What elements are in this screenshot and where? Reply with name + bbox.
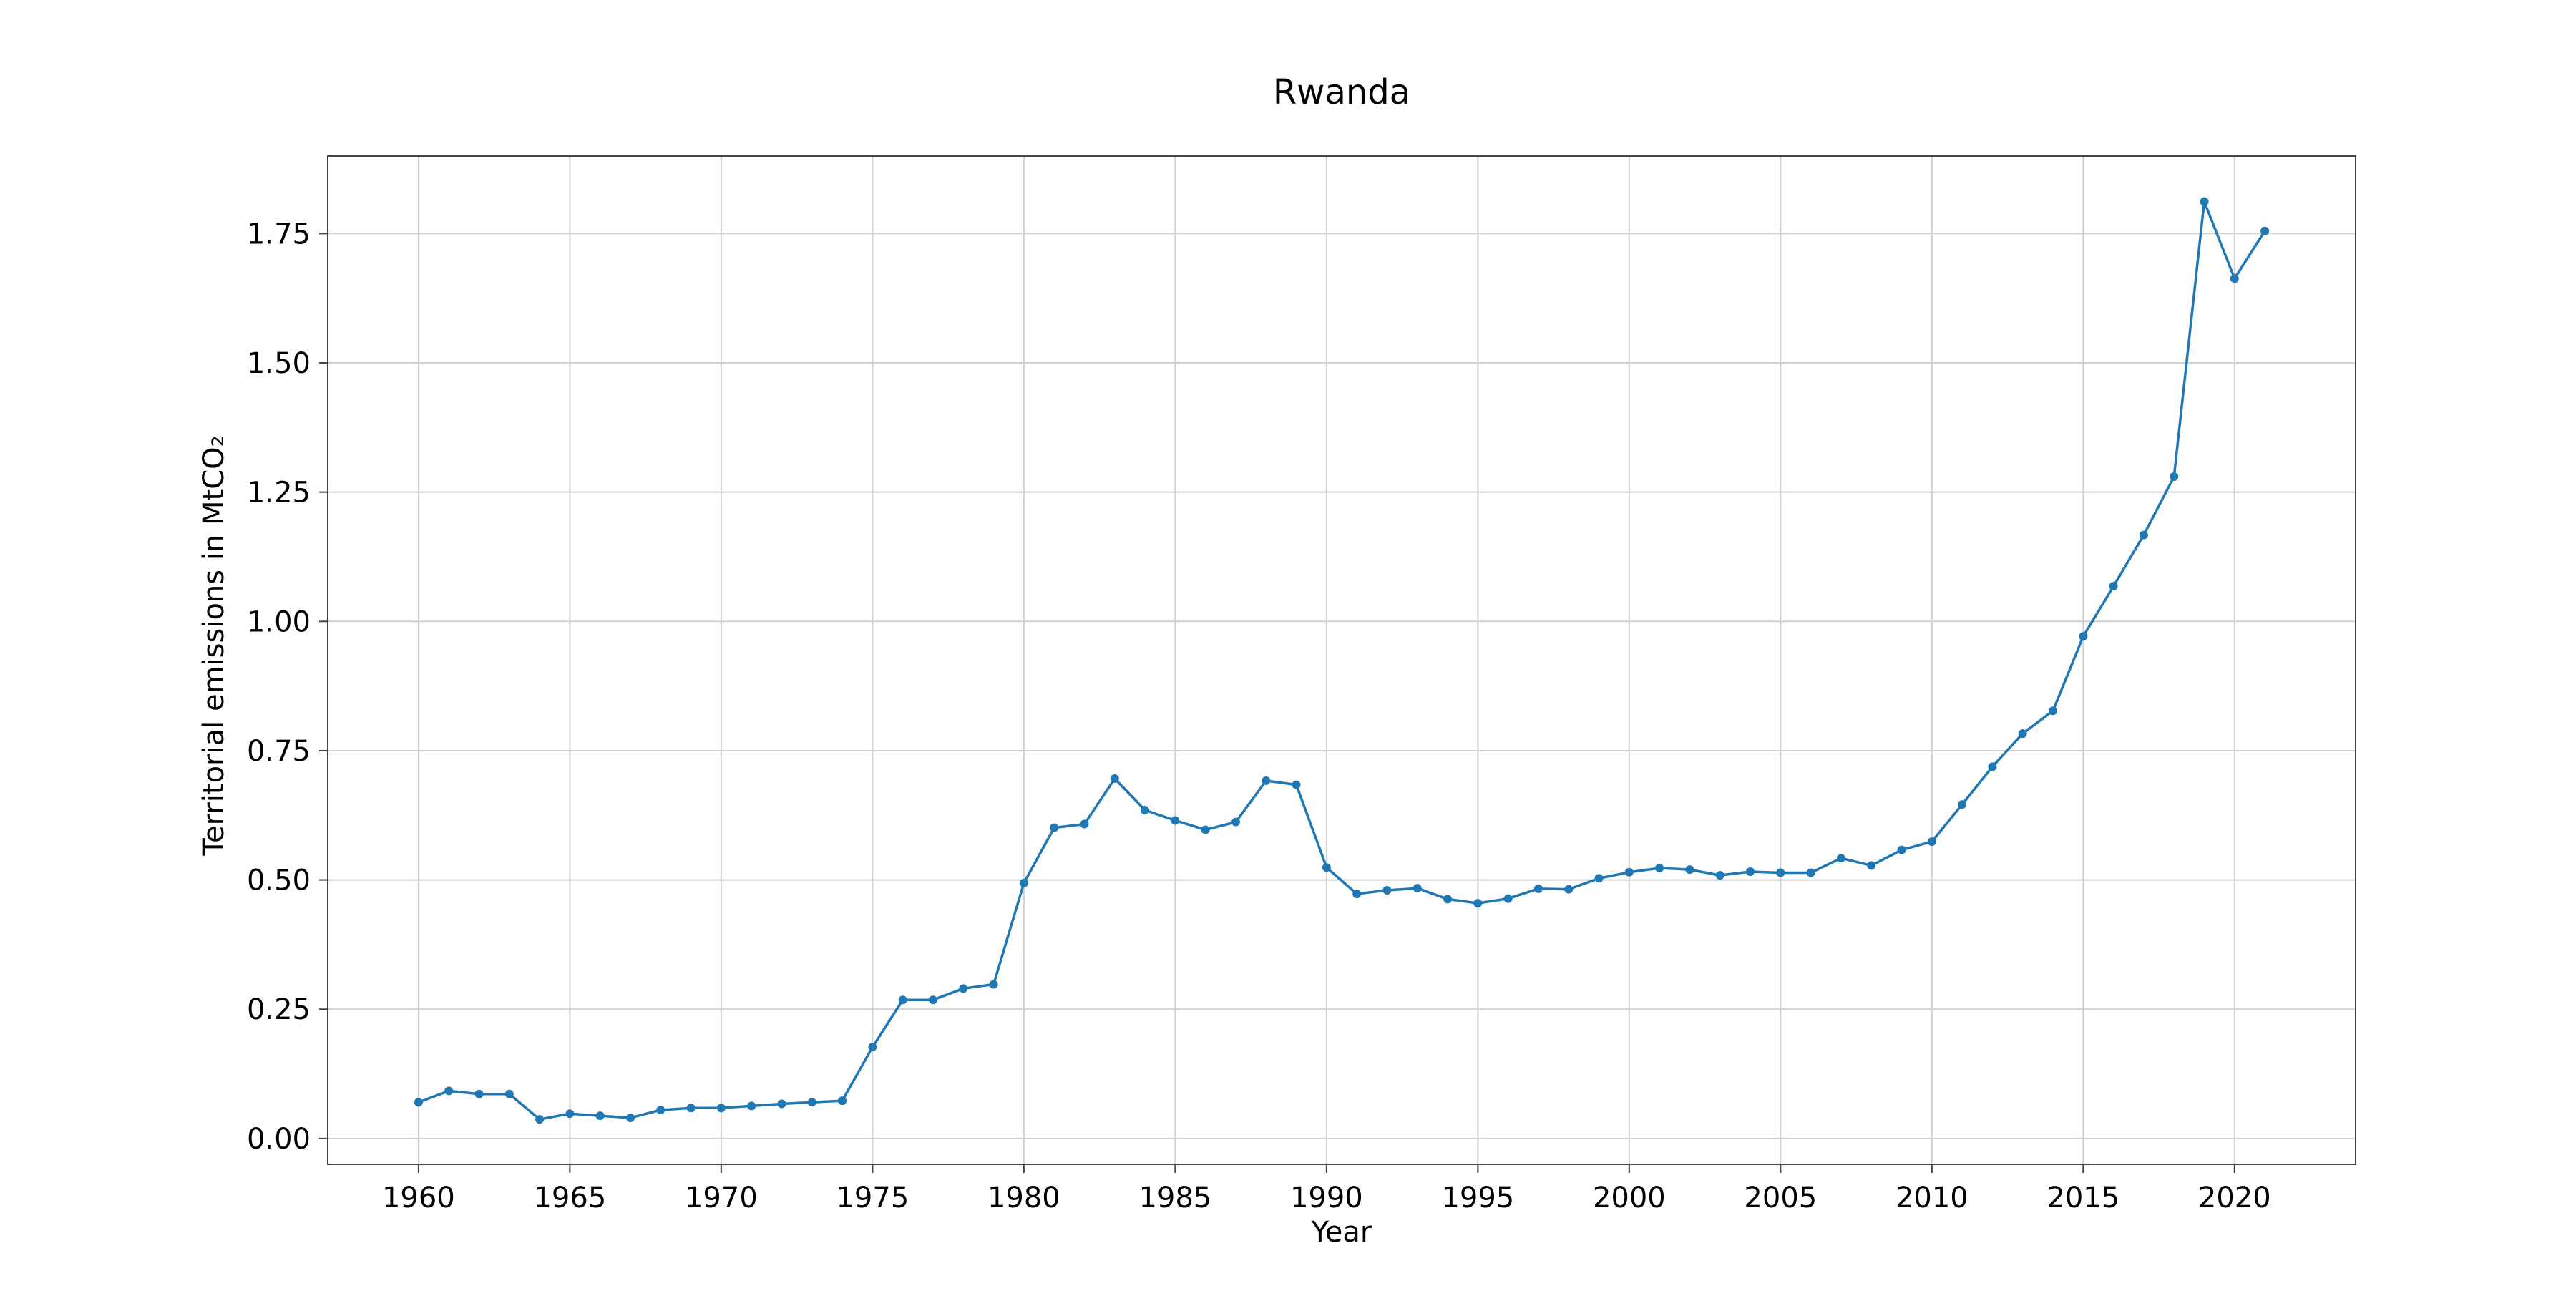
data-point <box>1231 817 1240 827</box>
data-point <box>1110 774 1119 783</box>
data-point <box>1322 863 1331 872</box>
data-point <box>1443 895 1453 904</box>
y-tick-label: 1.50 <box>247 347 311 380</box>
data-point <box>2109 582 2118 591</box>
data-point <box>928 995 937 1005</box>
data-point <box>1806 868 1815 877</box>
data-series <box>414 197 2270 1124</box>
x-tick-label: 2000 <box>1593 1182 1666 1214</box>
data-point <box>2170 472 2179 481</box>
data-point <box>1503 894 1513 903</box>
y-tick-label: 0.00 <box>247 1123 311 1156</box>
data-point <box>838 1096 847 1106</box>
y-tick-label: 1.25 <box>247 477 311 510</box>
x-tick-label: 2015 <box>2046 1182 2119 1214</box>
data-point <box>1382 886 1392 895</box>
data-point <box>1050 823 1059 832</box>
x-tick-label: 1985 <box>1138 1182 1211 1214</box>
data-point <box>414 1098 423 1107</box>
data-point <box>1685 865 1694 875</box>
data-point <box>2139 530 2148 540</box>
data-point <box>595 1111 605 1121</box>
y-tick-label: 0.50 <box>247 864 311 897</box>
data-point <box>1776 868 1785 877</box>
axis-ticks: 1960 1965 1970 1975 1980 1985 1990 1995 2000 2005… <box>247 218 2271 1214</box>
data-point <box>1564 885 1574 894</box>
data-point <box>1019 878 1028 887</box>
data-point <box>2200 197 2209 206</box>
x-tick-label: 1995 <box>1441 1182 1514 1214</box>
data-point <box>1836 854 1845 863</box>
chart-title: Rwanda <box>1273 72 1410 112</box>
data-point <box>1715 871 1724 880</box>
data-point <box>625 1113 635 1122</box>
data-point <box>1413 884 1422 893</box>
data-point <box>1080 819 1089 829</box>
grid-lines <box>328 156 2356 1164</box>
data-point <box>444 1086 454 1096</box>
data-point <box>565 1109 575 1119</box>
data-point <box>535 1115 545 1124</box>
y-tick-label: 1.75 <box>247 218 311 250</box>
data-point <box>989 980 998 989</box>
series-line <box>418 200 2266 1121</box>
data-point <box>1655 863 1664 872</box>
x-tick-label: 1970 <box>685 1182 758 1214</box>
data-point <box>1533 884 1543 893</box>
data-point <box>1141 806 1150 815</box>
data-point <box>1473 899 1483 908</box>
data-point <box>716 1104 726 1113</box>
data-point <box>1624 867 1634 877</box>
data-point <box>1594 874 1604 883</box>
data-point <box>1988 762 1997 771</box>
x-axis-label: Year <box>1311 1216 1372 1249</box>
data-point <box>807 1098 816 1107</box>
x-tick-label: 1965 <box>533 1182 606 1214</box>
y-tick-label: 0.25 <box>247 993 311 1026</box>
data-point <box>1927 837 1936 847</box>
data-point <box>686 1104 696 1113</box>
data-point <box>959 984 968 993</box>
data-point <box>868 1042 877 1051</box>
data-point <box>747 1101 756 1111</box>
x-tick-label: 2005 <box>1744 1182 1817 1214</box>
data-point <box>2018 729 2027 739</box>
x-tick-label: 1980 <box>987 1182 1060 1214</box>
data-point <box>1897 845 1906 854</box>
y-tick-label: 0.75 <box>247 735 311 768</box>
data-point <box>2079 632 2088 641</box>
data-point <box>1201 825 1210 834</box>
data-point <box>1746 867 1755 877</box>
plot-frame <box>327 155 2356 1165</box>
data-point <box>2260 226 2270 235</box>
data-point <box>898 995 907 1005</box>
x-tick-label: 1990 <box>1290 1182 1363 1214</box>
y-axis-label: Territorial emissions in MtCO₂ <box>197 435 230 856</box>
data-point <box>2049 706 2058 716</box>
x-tick-label: 2010 <box>1896 1182 1968 1214</box>
data-point <box>1171 816 1180 825</box>
data-point <box>1262 776 1271 785</box>
data-point <box>504 1089 514 1098</box>
data-point <box>1292 780 1301 789</box>
data-point <box>1867 861 1876 870</box>
data-point <box>1958 800 1967 809</box>
x-tick-label: 2020 <box>2198 1182 2271 1214</box>
data-point <box>1352 890 1362 899</box>
y-tick-label: 1.00 <box>247 605 311 638</box>
x-tick-label: 1975 <box>836 1182 909 1214</box>
data-point <box>474 1089 484 1098</box>
data-point <box>777 1099 786 1109</box>
data-point <box>656 1106 665 1115</box>
data-point <box>2230 274 2239 283</box>
x-tick-label: 1960 <box>382 1182 455 1214</box>
